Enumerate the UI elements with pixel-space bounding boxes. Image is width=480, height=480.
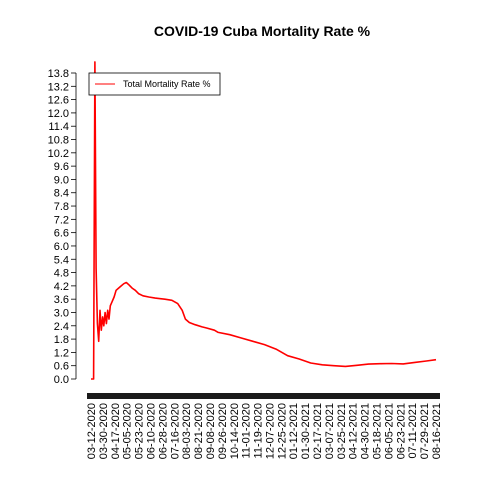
y-tick-label: 1.2 bbox=[54, 347, 69, 359]
y-tick-label: 5.4 bbox=[54, 254, 69, 266]
x-tick-label: 07-29-2021 bbox=[419, 403, 431, 459]
y-tick-label: 0.0 bbox=[54, 374, 69, 386]
series-layer bbox=[91, 61, 437, 380]
legend-box bbox=[88, 72, 221, 96]
y-tick-label: 10.2 bbox=[48, 148, 69, 160]
x-tick-label: 05-05-2020 bbox=[122, 403, 134, 459]
legend: Total Mortality Rate % bbox=[88, 72, 221, 96]
x-tick-label: 04-30-2021 bbox=[360, 403, 372, 459]
chart-title: COVID-19 Cuba Mortality Rate % bbox=[154, 23, 371, 39]
x-tick-label: 03-07-2021 bbox=[324, 403, 336, 459]
x-tick-label: 12-25-2020 bbox=[276, 403, 288, 459]
x-tick-label: 05-23-2020 bbox=[134, 403, 146, 459]
x-tick-label: 02-17-2021 bbox=[312, 403, 324, 459]
x-tick-label: 08-21-2020 bbox=[193, 403, 205, 459]
y-tick-label: 0.6 bbox=[54, 361, 69, 373]
y-tick-label: 9.6 bbox=[54, 161, 69, 173]
x-tick-label: 03-30-2020 bbox=[98, 403, 110, 459]
x-tick-label: 10-14-2020 bbox=[229, 403, 241, 459]
y-tick-label: 13.2 bbox=[48, 81, 69, 93]
y-tick-label: 3.6 bbox=[54, 294, 69, 306]
x-axis: 03-12-2020 03-30-2020 04-17-2020 05-05-2020… bbox=[86, 393, 443, 459]
y-tick-label: 3.0 bbox=[54, 307, 69, 319]
y-tick-label: 12.0 bbox=[48, 108, 69, 120]
y-tick-label: 8.4 bbox=[54, 188, 69, 200]
x-tick-label: 11-19-2020 bbox=[253, 403, 265, 458]
x-tick-label: 04-17-2020 bbox=[110, 403, 122, 459]
x-tick-label: 12-07-2020 bbox=[264, 403, 276, 459]
x-tick-label: 03-12-2020 bbox=[86, 403, 98, 459]
x-tick-label: 03-25-2021 bbox=[336, 403, 348, 459]
y-axis: 0.00.6 1.21.82.4 3.03.64.24.8 5.46.06.6 7.27… bbox=[48, 68, 77, 386]
y-tick-label: 6.0 bbox=[54, 241, 69, 253]
y-tick-label: 1.8 bbox=[54, 334, 69, 346]
y-tick-label: 2.4 bbox=[54, 321, 69, 333]
x-tick-label: 06-28-2020 bbox=[157, 403, 169, 459]
y-tick-label: 6.6 bbox=[54, 228, 69, 240]
y-tick-label: 7.8 bbox=[54, 201, 69, 213]
y-tick-label: 11.4 bbox=[48, 121, 69, 133]
x-tick-label: 09-08-2020 bbox=[205, 403, 217, 459]
x-tick-label: 11-01-2020 bbox=[241, 403, 253, 458]
legend-label: Total Mortality Rate % bbox=[123, 79, 211, 89]
y-tick-label: 9.0 bbox=[54, 174, 69, 186]
y-tick-label: 4.8 bbox=[54, 268, 69, 280]
x-tick-label: 06-23-2021 bbox=[395, 403, 407, 459]
x-tick-label: 07-16-2020 bbox=[169, 403, 181, 459]
x-tick-label: 07-11-2021 bbox=[407, 403, 419, 458]
x-tick-label: 01-12-2021 bbox=[288, 403, 300, 459]
x-tick-label: 09-26-2020 bbox=[217, 403, 229, 459]
y-tick-label: 13.8 bbox=[48, 68, 69, 80]
y-tick-label: 7.2 bbox=[54, 214, 69, 226]
y-tick-label: 4.2 bbox=[54, 281, 69, 293]
y-tick-label: 12.6 bbox=[48, 95, 69, 107]
x-tick-label: 01-30-2021 bbox=[300, 403, 312, 459]
x-tick-label: 04-12-2021 bbox=[348, 403, 360, 459]
x-tick-label: 08-16-2021 bbox=[431, 403, 443, 459]
x-tick-label: 06-10-2020 bbox=[145, 403, 157, 459]
x-axis-tick-band bbox=[87, 393, 440, 399]
x-tick-label: 08-03-2020 bbox=[181, 403, 193, 459]
y-tick-label: 10.8 bbox=[48, 135, 69, 147]
x-tick-label: 05-18-2021 bbox=[372, 403, 384, 459]
series-line bbox=[91, 61, 437, 380]
x-tick-label: 06-05-2021 bbox=[383, 403, 395, 459]
